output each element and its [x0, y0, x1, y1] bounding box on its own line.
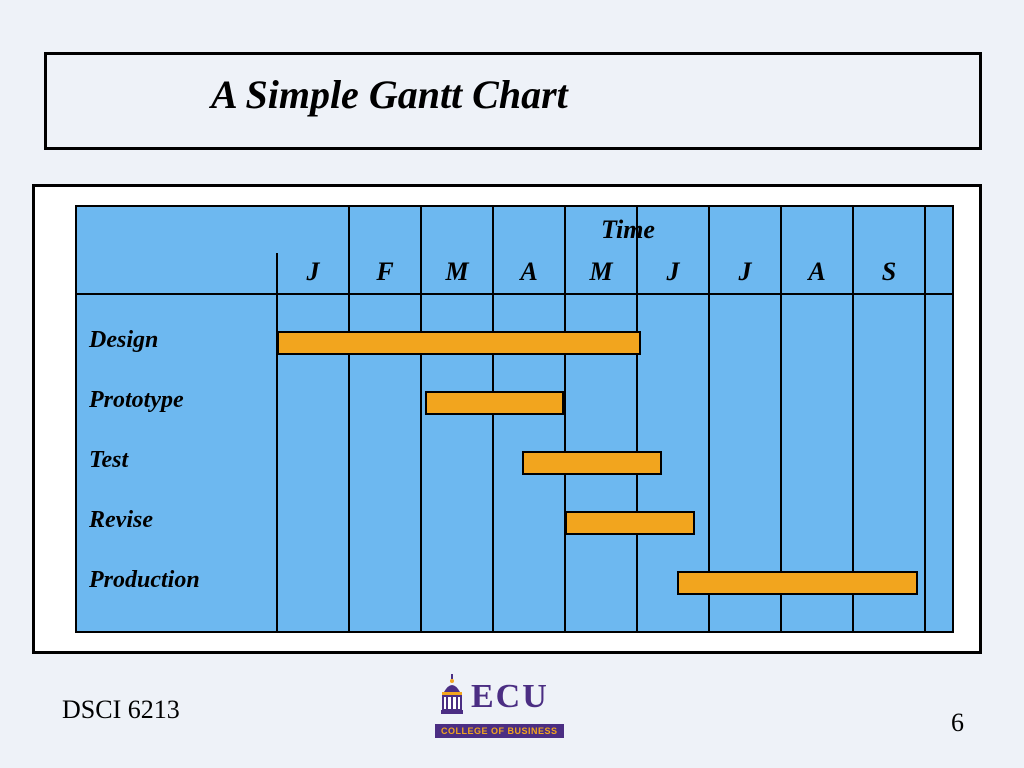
chart-outer-box: TimeJFMAMJJASDesignPrototypeTestRevisePr… [32, 184, 982, 654]
title-box: A Simple Gantt ChartA Simple Gantt Chart [44, 52, 982, 150]
month-label: A [781, 257, 853, 287]
month-label: J [637, 257, 709, 287]
course-code: DSCI 6213 [62, 695, 180, 725]
months-row: JFMAMJJAS [77, 257, 952, 295]
task-label: Revise [89, 507, 153, 534]
page-number: 6 [951, 708, 964, 738]
gantt-chart: TimeJFMAMJJASDesignPrototypeTestRevisePr… [75, 205, 954, 633]
time-axis-label: Time [304, 215, 952, 245]
month-label: A [493, 257, 565, 287]
slide-title: A Simple Gantt Chart [211, 71, 568, 118]
ecu-logo-text: ECU [471, 678, 549, 716]
ecu-logo: ECU COLLEGE OF BUSINESS [435, 672, 564, 739]
slide: A Simple Gantt ChartA Simple Gantt Chart… [0, 0, 1024, 768]
gantt-bar [277, 331, 641, 355]
gantt-bar [565, 511, 695, 535]
month-label: S [853, 257, 925, 287]
dome-icon [435, 672, 469, 721]
gantt-bar [425, 391, 564, 415]
task-label: Design [89, 327, 158, 354]
chart-header: TimeJFMAMJJAS [77, 207, 952, 295]
ecu-logo-subtext: COLLEGE OF BUSINESS [435, 724, 564, 738]
gantt-bar [522, 451, 662, 475]
task-label: Prototype [89, 387, 184, 414]
gridline [276, 253, 278, 631]
task-label: Test [89, 447, 128, 474]
month-label: F [349, 257, 421, 287]
task-label: Production [89, 567, 200, 594]
gantt-bar [677, 571, 918, 595]
month-label: M [421, 257, 493, 287]
month-label: J [709, 257, 781, 287]
month-label: M [565, 257, 637, 287]
month-label: J [277, 257, 349, 287]
